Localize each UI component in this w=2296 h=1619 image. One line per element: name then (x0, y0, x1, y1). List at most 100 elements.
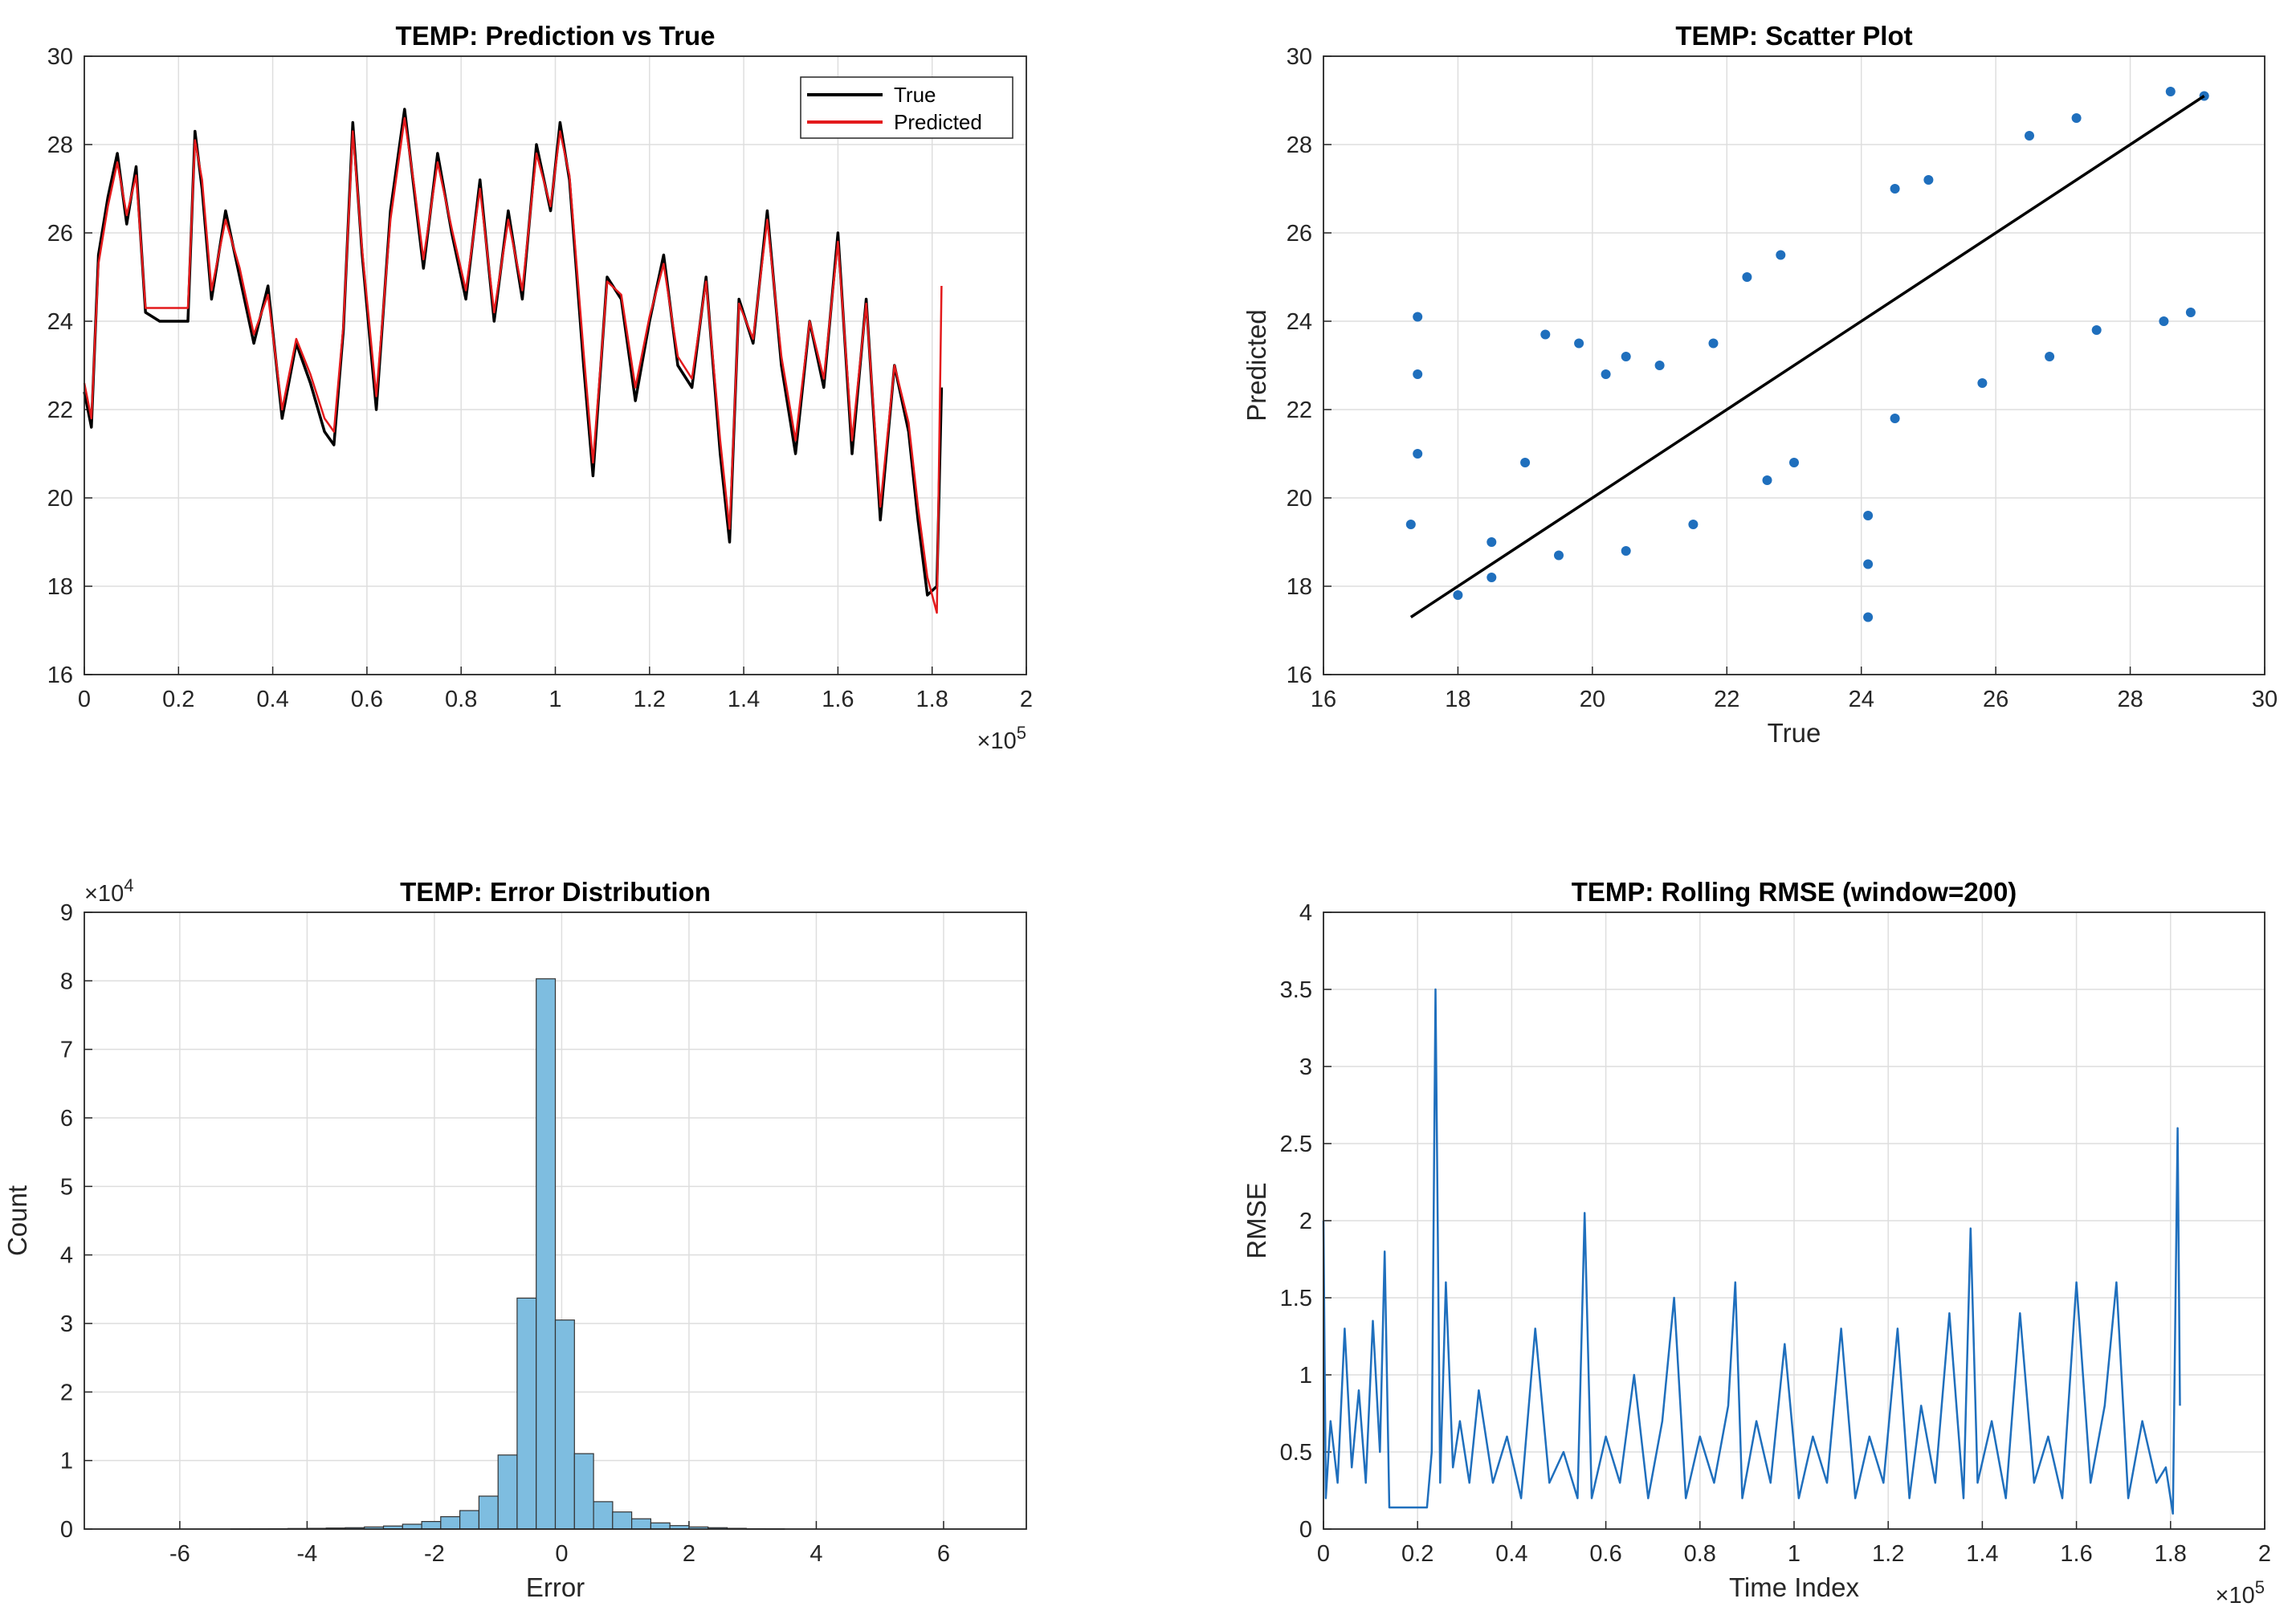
hist-ytick-label: 3 (60, 1311, 73, 1337)
scatter-point (1540, 329, 1551, 340)
histogram-bar (593, 1501, 614, 1530)
scatter-xtick-label: 26 (1983, 687, 2008, 712)
rmse-xtick-label: 1.4 (1966, 1541, 1998, 1567)
scatter-point (2091, 325, 2102, 335)
hist-y-exponent-power: 4 (124, 875, 133, 895)
hist-ytick-label: 4 (60, 1243, 73, 1269)
scatter-xtick-label: 16 (1311, 687, 1336, 712)
scatter-point (1923, 175, 1934, 185)
scatter-panel: 16 18 20 22 24 26 28 30 16 18 20 22 24 26 28 30 TEMP: Sc… (1242, 21, 2278, 748)
pred-xtick-label: 1.2 (634, 687, 666, 712)
scatter-point (1708, 338, 1719, 349)
pred-xtick-label: 1 (549, 687, 561, 712)
hist-xtick-label: 4 (810, 1541, 822, 1567)
hist-xlabel: Error (526, 1572, 585, 1602)
scatter-xtick-label: 24 (1849, 687, 1874, 712)
hist-ytick-label: 7 (60, 1038, 73, 1063)
rmse-ytick-label: 3.5 (1280, 977, 1312, 1003)
scatter-xtick-label: 30 (2252, 687, 2278, 712)
pred-ytick-label: 24 (47, 309, 73, 335)
histogram-bar (478, 1495, 499, 1530)
scatter-point (1863, 612, 1874, 622)
hist-xtick-label: 2 (683, 1541, 695, 1567)
scatter-point (1762, 475, 1772, 485)
histogram-bars (230, 978, 785, 1530)
hist-ytick-label: 6 (60, 1106, 73, 1132)
pred-panel: 0 0.2 0.4 0.6 0.8 1 1.2 1.4 1.6 1.8 2 16 18 20 22 24 26 2… (47, 21, 1033, 754)
pred-xtick-label: 1.8 (916, 687, 948, 712)
hist-xtick-label: 0 (555, 1541, 568, 1567)
rmse-ytick-label: 4 (1299, 900, 1312, 926)
rmse-ytick-label: 3 (1299, 1054, 1312, 1080)
rmse-xtick-label: 0.8 (1684, 1541, 1716, 1567)
scatter-axes-frame (1323, 55, 2265, 675)
scatter-point (1863, 559, 1874, 569)
rmse-xtick-label: 0.2 (1401, 1541, 1433, 1567)
scatter-point (1688, 520, 1699, 529)
pred-xtick-label: 0 (78, 687, 91, 712)
rmse-ytick-label: 1 (1299, 1363, 1312, 1389)
pred-ytick-label: 22 (47, 398, 73, 423)
scatter-xtick-label: 28 (2117, 687, 2143, 712)
scatter-point (2071, 113, 2082, 123)
histogram-bar (421, 1520, 442, 1530)
legend-label-true: True (894, 83, 936, 107)
pred-xtick-label: 0.4 (256, 687, 288, 712)
scatter-xtick-label: 18 (1445, 687, 1470, 712)
scatter-ytick-label: 24 (1287, 309, 1312, 335)
scatter-point (2159, 316, 2169, 326)
pred-xtick-label: 2 (1020, 687, 1033, 712)
scatter-point (1776, 250, 1786, 260)
scatter-ylabel: Predicted (1242, 309, 1271, 421)
scatter-points (1405, 87, 2209, 622)
rmse-xtick-label: 2 (2258, 1541, 2271, 1567)
rmse-axes-frame (1323, 911, 2265, 1530)
pred-xtick-label: 0.8 (445, 687, 477, 712)
rmse-x-exponent: ×105 (2216, 1577, 2265, 1609)
hist-ytick-label: 2 (60, 1380, 73, 1405)
hist-y-exponent: ×104 (84, 875, 133, 907)
pred-ytick-label: 28 (47, 133, 73, 158)
scatter-ytick-label: 22 (1287, 398, 1312, 423)
hist-ytick-label: 5 (60, 1174, 73, 1200)
pred-xtick-label: 1.6 (822, 687, 854, 712)
rmse-xtick-label: 0.4 (1495, 1541, 1527, 1567)
histogram-bar (459, 1510, 479, 1530)
pred-xtick-label: 0.2 (162, 687, 194, 712)
pred-xtick-label: 1.4 (728, 687, 760, 712)
scatter-point (2165, 87, 2176, 96)
hist-xtick-label: -4 (297, 1541, 318, 1567)
pred-x-exponent-power: 5 (1017, 723, 1026, 743)
scatter-point (1601, 369, 1611, 379)
histogram-bar (573, 1453, 594, 1530)
scatter-ytick-label: 20 (1287, 486, 1312, 512)
scatter-point (1621, 352, 1631, 361)
histogram-bar (497, 1454, 518, 1530)
scatter-point (1405, 520, 1416, 529)
scatter-point (1486, 573, 1497, 582)
hist-panel: -6 -4 -2 0 2 4 6 0 1 2 3 4 5 6 7 8 9 TEMP: Error Distribu… (2, 875, 1027, 1602)
pred-ytick-label: 20 (47, 486, 73, 512)
rmse-xtick-label: 1 (1788, 1541, 1801, 1567)
rmse-x-exponent-base: ×10 (2216, 1583, 2255, 1609)
scatter-point (1413, 369, 1423, 379)
rmse-xtick-label: 0.6 (1589, 1541, 1621, 1567)
scatter-point (1554, 550, 1564, 561)
rmse-xlabel: Time Index (1729, 1572, 1860, 1602)
hist-title: TEMP: Error Distribution (400, 877, 711, 907)
rmse-xtick-label: 1.8 (2155, 1541, 2187, 1567)
scatter-point (1453, 590, 1463, 600)
series-line-predicted (83, 116, 943, 614)
histogram-bar (650, 1522, 671, 1530)
scatter-xlabel: True (1768, 718, 1821, 748)
pred-x-exponent: ×105 (977, 723, 1026, 754)
scatter-point (2045, 352, 2055, 361)
hist-xtick-label: 6 (937, 1541, 950, 1567)
scatter-point (1574, 338, 1584, 349)
legend: True Predicted (800, 76, 1013, 139)
rmse-xtick-label: 1.2 (1872, 1541, 1904, 1567)
rmse-ytick-label: 1.5 (1280, 1286, 1312, 1311)
scatter-point (1789, 458, 1799, 467)
histogram-bar (612, 1511, 633, 1530)
